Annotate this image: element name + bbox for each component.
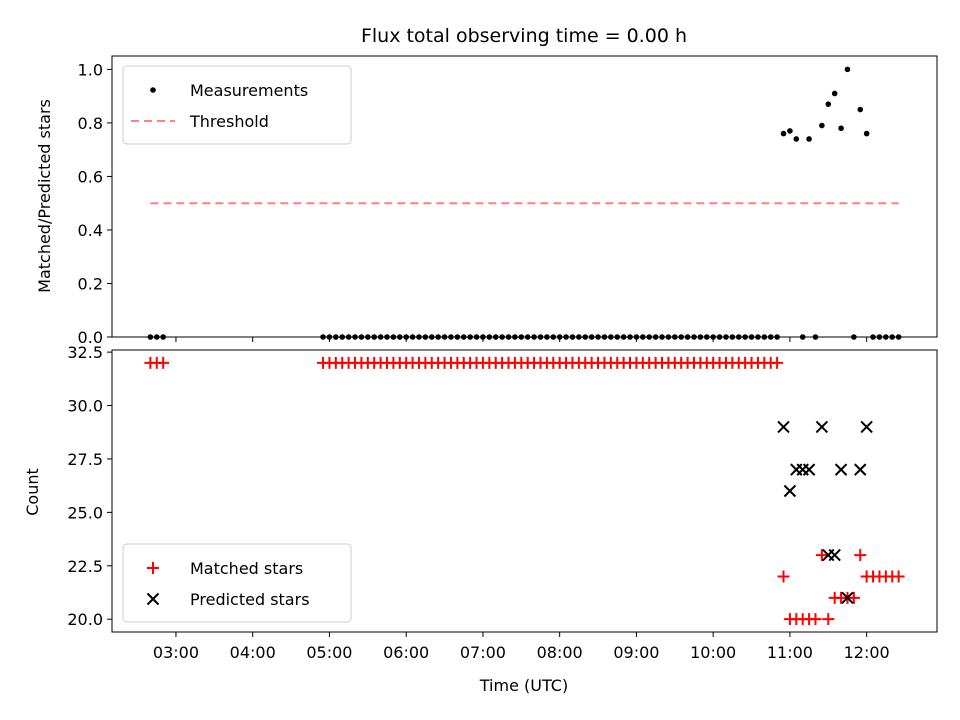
legend: Matched stars Predicted stars: [122, 543, 352, 623]
y-tick-label: 20.0: [67, 610, 103, 629]
data-point: [828, 548, 841, 562]
x-tick-label: 03:00: [153, 643, 199, 662]
legend-marker: [147, 562, 159, 574]
data-point: [777, 570, 790, 583]
data-point: [157, 356, 170, 369]
data-point: [815, 549, 828, 562]
y-tick-label: 27.5: [67, 450, 103, 469]
data-point: [847, 591, 860, 604]
data-point: [844, 66, 851, 73]
y-tick-label: 32.5: [67, 343, 103, 362]
y-tick-label: 0.6: [78, 167, 103, 186]
bottom-y-axis-label: Count: [23, 468, 42, 516]
y-tick-label: 1.0: [78, 60, 103, 79]
data-point: [806, 136, 812, 142]
data-point: [834, 463, 848, 476]
series-1: [777, 420, 873, 605]
legend-box: [122, 65, 352, 145]
plot-frame: [111, 349, 938, 633]
x-tick-label: 11:00: [767, 643, 813, 662]
legend-label: Measurements: [190, 81, 308, 100]
legend: Measurements Threshold: [122, 65, 352, 145]
data-point: [860, 420, 873, 434]
x-tick-label: 04:00: [230, 643, 276, 662]
y-tick-label: 0.0: [78, 328, 103, 347]
top-y-axis-label: Matched/Predicted stars: [35, 99, 54, 293]
data-point: [854, 463, 867, 476]
top-panel: 0.0 0.2 0.4 0.6 0.8 1.0 Measurements Threshold: [78, 55, 938, 347]
legend-label: Threshold: [189, 112, 269, 131]
data-point: [783, 484, 797, 498]
data-point: [771, 356, 784, 369]
data-point: [863, 130, 870, 137]
data-point: [825, 101, 832, 107]
data-point: [822, 613, 835, 626]
x-tick-label: 12:00: [844, 643, 890, 662]
data-point: [841, 591, 854, 605]
x-tick-label: 10:00: [690, 643, 736, 662]
y-tick-label: 0.2: [78, 274, 103, 293]
legend-marker: [146, 592, 160, 606]
y-tick-label: 25.0: [67, 503, 103, 522]
x-tick-label: 07:00: [460, 643, 506, 662]
y-tick-label: 30.0: [67, 397, 103, 416]
legend-label: Predicted stars: [190, 590, 310, 609]
y-tick-label: 0.8: [78, 114, 103, 133]
x-tick-label: 05:00: [306, 643, 352, 662]
data-point: [787, 128, 793, 134]
x-tick-label: 06:00: [383, 643, 429, 662]
plot-frame: [111, 55, 938, 338]
series-0: [144, 356, 905, 626]
data-point: [802, 463, 816, 476]
data-point: [793, 136, 800, 142]
data-point: [777, 420, 790, 434]
data-point: [892, 570, 905, 583]
data-point: [831, 90, 838, 97]
data-point: [857, 106, 864, 113]
y-tick-label: 22.5: [67, 557, 103, 576]
data-point: [780, 130, 787, 137]
x-tick-label: 08:00: [537, 643, 583, 662]
x-axis-label: Time (UTC): [479, 676, 568, 695]
chart-title: Flux total observing time = 0.00 h: [361, 25, 687, 47]
legend-label: Matched stars: [190, 559, 303, 578]
data-point: [838, 125, 844, 132]
data-point: [819, 122, 825, 129]
x-tick-label: 09:00: [613, 643, 659, 662]
data-point: [854, 549, 867, 562]
legend-marker: [150, 87, 156, 93]
y-tick-label: 0.4: [78, 221, 103, 240]
legend-box: [122, 543, 352, 623]
data-point: [809, 613, 822, 626]
data-point: [815, 420, 829, 434]
bottom-panel: 20.0 22.5 25.0 27.5 30.0 32.5 03:00 04:00 05:00 0…: [67, 343, 938, 662]
